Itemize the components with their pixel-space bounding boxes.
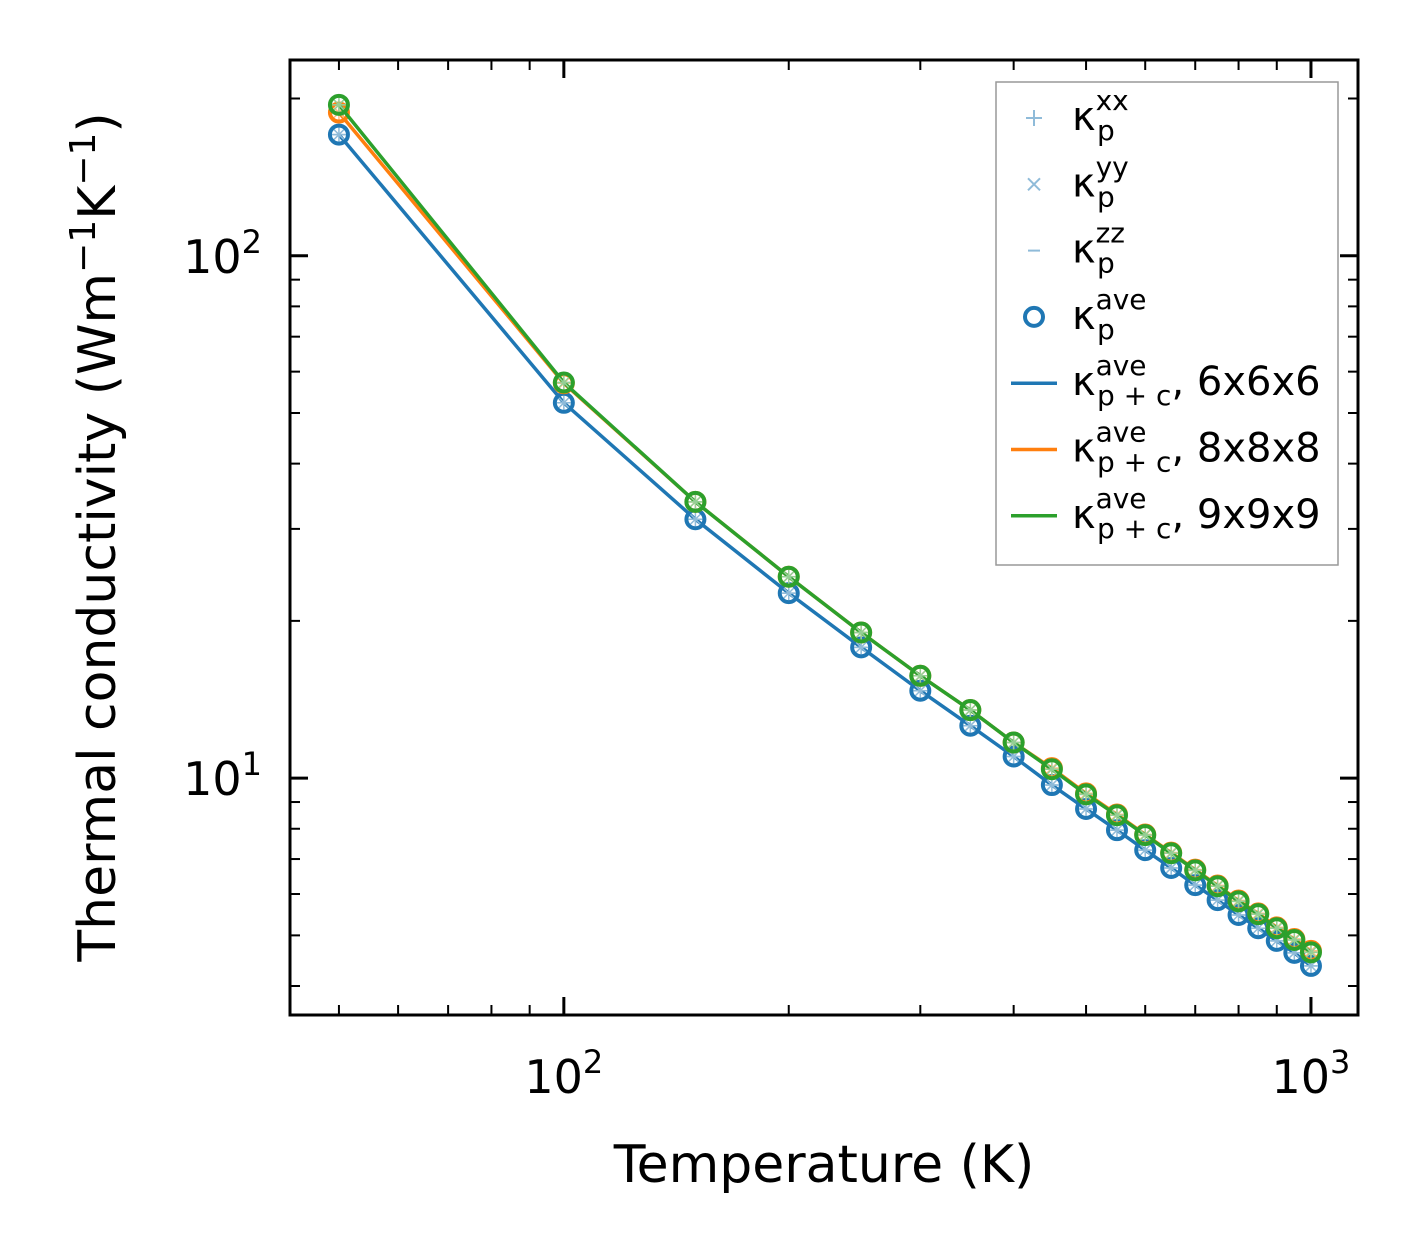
- data-point: [1283, 928, 1306, 951]
- legend-base: κ: [1072, 426, 1096, 472]
- data-point: [1227, 890, 1250, 913]
- data-point: [1040, 758, 1063, 781]
- legend-label: κzz p: [1072, 217, 1125, 280]
- data-point: [1206, 875, 1229, 898]
- legend-base: κ: [1072, 293, 1096, 339]
- data-point: [1247, 903, 1270, 926]
- legend-label: κave p + c, 8x8x8: [1072, 416, 1321, 479]
- data-point: [552, 371, 575, 394]
- y-tick-label: 102: [183, 223, 262, 284]
- legend-subscript: p: [1097, 114, 1115, 147]
- legend-superscript: zz: [1096, 217, 1125, 250]
- legend-label: κave p: [1072, 283, 1147, 346]
- legend-subscript: p: [1097, 247, 1115, 280]
- data-point: [909, 664, 932, 687]
- legend-subscript: p + c: [1097, 446, 1171, 479]
- plot-frame: [288, 58, 1360, 1017]
- data-point: [1105, 804, 1128, 827]
- x-tick-label: 102: [524, 1043, 603, 1104]
- y-tick-label: 101: [183, 745, 262, 806]
- data-point: [684, 490, 707, 513]
- series-line: [337, 133, 1313, 968]
- legend-subscript: p + c: [1097, 379, 1171, 412]
- series-9x9x9: [327, 93, 1322, 964]
- legend-entry: κzz p: [1028, 217, 1125, 280]
- data-point: [1160, 842, 1183, 865]
- legend-base: κ: [1072, 94, 1096, 140]
- data-point: [959, 699, 982, 722]
- legend-base: κ: [1072, 359, 1096, 405]
- tick-base: 10: [183, 230, 242, 284]
- tick-base: 10: [183, 752, 242, 806]
- legend-label: κave p + c, 9x9x9: [1072, 482, 1321, 545]
- tick-base: 10: [524, 1050, 583, 1104]
- legend-suffix: , 8x8x8: [1171, 426, 1320, 472]
- legend-entry: κave p + c, 6x6x6: [1011, 349, 1321, 412]
- x-marker-icon: [1027, 177, 1041, 192]
- data-point: [327, 123, 350, 146]
- plot-data: [327, 93, 1322, 977]
- y-axis-label: Thermal conductivity (Wm−1K−1): [63, 112, 128, 962]
- axis-ticks: [290, 60, 1358, 1015]
- legend-label: κxx p: [1072, 84, 1129, 147]
- legend-base: κ: [1072, 160, 1096, 206]
- plus-marker-icon: [1026, 110, 1042, 126]
- data-point: [1184, 859, 1207, 882]
- legend-suffix: , 9x9x9: [1171, 492, 1320, 538]
- data-point: [1075, 783, 1098, 806]
- tick-exponent: 3: [1330, 1043, 1350, 1081]
- legend-superscript: ave: [1096, 416, 1147, 449]
- legend-superscript: ave: [1096, 482, 1147, 515]
- data-point: [1299, 941, 1322, 964]
- legend-superscript: ave: [1096, 283, 1147, 316]
- legend-entry: κave p: [1023, 283, 1147, 346]
- series-line: [337, 103, 1313, 954]
- legend-entry: κave p + c, 8x8x8: [1011, 416, 1321, 479]
- legend-label: κyy p: [1072, 150, 1129, 213]
- data-point: [1002, 731, 1025, 754]
- legend-label: κave p + c, 6x6x6: [1072, 349, 1321, 412]
- data-point: [850, 621, 873, 644]
- legend-superscript: yy: [1096, 150, 1129, 183]
- data-point: [1134, 824, 1157, 847]
- legend-box: [995, 81, 1339, 566]
- circle-marker-icon: [1023, 305, 1045, 328]
- tick-exponent: 1: [242, 745, 262, 783]
- legend-entry: κyy p: [1027, 150, 1129, 213]
- legend-subscript: p: [1097, 313, 1115, 346]
- tick-exponent: 2: [583, 1043, 603, 1081]
- legend-base: κ: [1072, 492, 1096, 538]
- legend-entry: κave p + c, 9x9x9: [1011, 482, 1321, 545]
- legend-entry: κxx p: [1026, 84, 1129, 147]
- legend-base: κ: [1072, 227, 1096, 273]
- legend-superscript: ave: [1096, 349, 1147, 382]
- data-point: [777, 565, 800, 588]
- legend-subscript: p + c: [1097, 512, 1171, 545]
- tick-base: 10: [1272, 1050, 1331, 1104]
- x-tick-label: 103: [1272, 1043, 1351, 1104]
- x-axis-label: Temperature (K): [613, 1135, 1035, 1195]
- tick-exponent: 2: [242, 223, 262, 261]
- legend-suffix: , 6x6x6: [1171, 359, 1320, 405]
- legend-superscript: xx: [1096, 84, 1129, 117]
- data-point: [327, 93, 350, 116]
- data-point: [1265, 917, 1288, 940]
- legend-subscript: p: [1097, 180, 1115, 213]
